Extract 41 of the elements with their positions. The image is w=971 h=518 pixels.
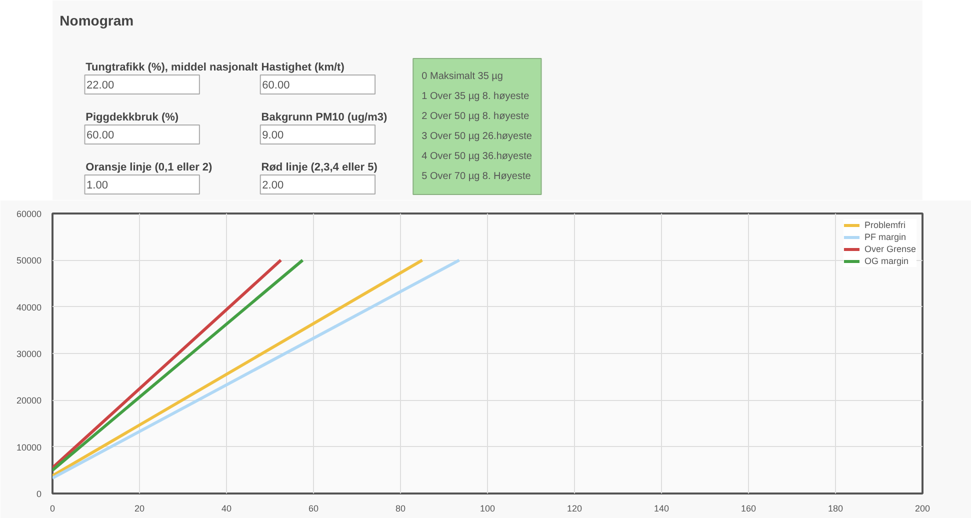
text: Rød linje (2,3,4 eller 5) <box>261 162 378 174</box>
text: 60.00 <box>86 130 114 142</box>
y-tick-label: 30000 <box>16 349 42 359</box>
text: 1 Over 35 µg 8. høyeste <box>422 91 530 102</box>
x-tick-label: 60 <box>308 504 319 514</box>
chart-title: Nomogram <box>60 12 134 28</box>
x-tick-label: 200 <box>914 504 930 514</box>
y-tick-label: 50000 <box>16 256 42 266</box>
x-tick-label: 140 <box>654 504 670 514</box>
x-tick-label: 40 <box>221 504 232 514</box>
text: 2 Over 50 µg 8. høyeste <box>422 111 530 122</box>
text: Oransje linje (0,1 eller 2) <box>86 162 213 174</box>
legend-label: Problemfri <box>864 219 906 231</box>
y-tick-label: 10000 <box>16 442 42 452</box>
y-tick-label: 60000 <box>16 209 42 219</box>
text: 4 Over 50 µg 36.høyeste <box>422 151 532 162</box>
text: Bakgrunn PM10 (ug/m3) <box>261 112 388 124</box>
text: 2.00 <box>262 180 284 192</box>
x-tick-label: 180 <box>828 504 844 514</box>
text: 9.00 <box>262 130 284 142</box>
x-tick-label: 80 <box>395 504 406 514</box>
legend-label: Over Grense <box>864 243 916 255</box>
y-tick-label: 0 <box>36 489 42 499</box>
legend-label: PF margin <box>864 231 906 243</box>
x-tick-label: 160 <box>740 504 756 514</box>
text: Tungtrafikk (%), middel nasjonalt <box>86 62 258 74</box>
y-tick-label: 20000 <box>16 396 42 406</box>
y-tick-label: 40000 <box>16 302 42 312</box>
text: 60.00 <box>262 80 290 92</box>
text: 22.00 <box>86 80 114 92</box>
text: Hastighet (km/t) <box>261 62 345 74</box>
text: 1.00 <box>86 180 108 192</box>
text: Piggdekkbruk (%) <box>86 112 179 124</box>
x-tick-label: 120 <box>566 504 582 514</box>
legend-label: OG margin <box>864 255 908 267</box>
text: 3 Over 50 µg 26.høyeste <box>422 131 532 142</box>
x-tick-label: 20 <box>134 504 145 514</box>
x-tick-label: 100 <box>480 504 496 514</box>
x-tick-label: 0 <box>50 504 56 514</box>
text: 5 Over 70 µg 8. Høyeste <box>422 171 532 182</box>
text: 0 Maksimalt 35 µg <box>422 71 504 82</box>
